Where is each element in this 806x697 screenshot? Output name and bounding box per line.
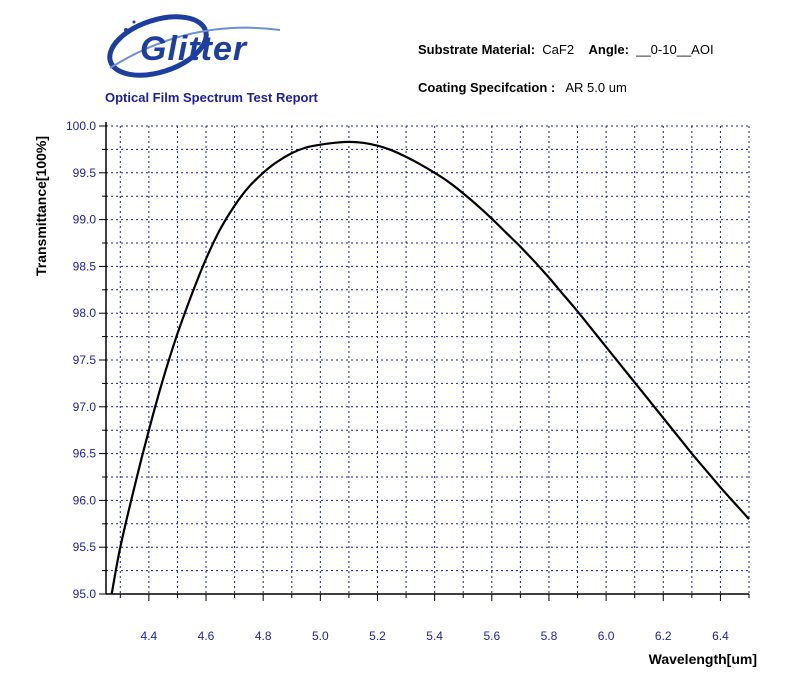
y-tick-label: 97.5 [73, 353, 97, 367]
x-tick-label: 5.6 [483, 629, 500, 643]
substrate-angle-line: Substrate Material: CaF2 Angle: __0-10__… [418, 42, 714, 57]
coating-line: Coating Specifcation : AR 5.0 um [418, 80, 627, 95]
x-tick-label: 4.8 [255, 629, 272, 643]
y-axis-title: Transmittance[100%] [33, 136, 49, 276]
company-logo: Glitter [100, 8, 290, 84]
coating-value: AR 5.0 um [565, 80, 627, 95]
y-tick-label: 99.5 [73, 166, 97, 180]
logo-swoosh-icon [107, 14, 281, 78]
y-tick-label: 98.5 [73, 259, 97, 273]
x-tick-label: 6.2 [655, 629, 672, 643]
y-tick-label: 99.0 [73, 213, 97, 227]
y-tick-label: 100.0 [66, 119, 96, 133]
angle-value: __0-10__AOI [636, 42, 714, 57]
y-tick-label: 95.5 [73, 540, 97, 554]
x-tick-label: 5.8 [541, 629, 558, 643]
x-tick-label: 5.2 [369, 629, 386, 643]
tick-labels: 95.0 95.5 96.0 96.5 97.0 97.5 98.0 98.5 99.0 99.5… [66, 119, 729, 643]
angle-label: Angle: [588, 42, 629, 57]
grid [106, 125, 750, 594]
x-tick-label: 6.4 [712, 629, 729, 643]
x-axis-title: Wavelength[um] [649, 651, 757, 667]
logo-text: Glitter [140, 30, 248, 68]
y-tick-label: 95.0 [73, 587, 97, 601]
report-title: Optical Film Spectrum Test Report [105, 90, 318, 105]
substrate-label: Substrate Material: [418, 42, 536, 57]
substrate-value: CaF2 [542, 42, 575, 57]
y-tick-label: 98.0 [73, 306, 97, 320]
y-tick-label: 97.0 [73, 400, 97, 414]
x-tick-label: 5.0 [312, 629, 329, 643]
axes [99, 122, 750, 601]
coating-label: Coating Specifcation : [418, 80, 556, 95]
x-tick-label: 5.4 [426, 629, 443, 643]
x-tick-label: 4.4 [141, 629, 158, 643]
x-tick-label: 6.0 [598, 629, 615, 643]
x-tick-label: 4.6 [198, 629, 215, 643]
y-tick-label: 96.0 [73, 493, 97, 507]
transmittance-curve [110, 140, 750, 595]
series [110, 140, 750, 595]
y-tick-label: 96.5 [73, 447, 97, 461]
